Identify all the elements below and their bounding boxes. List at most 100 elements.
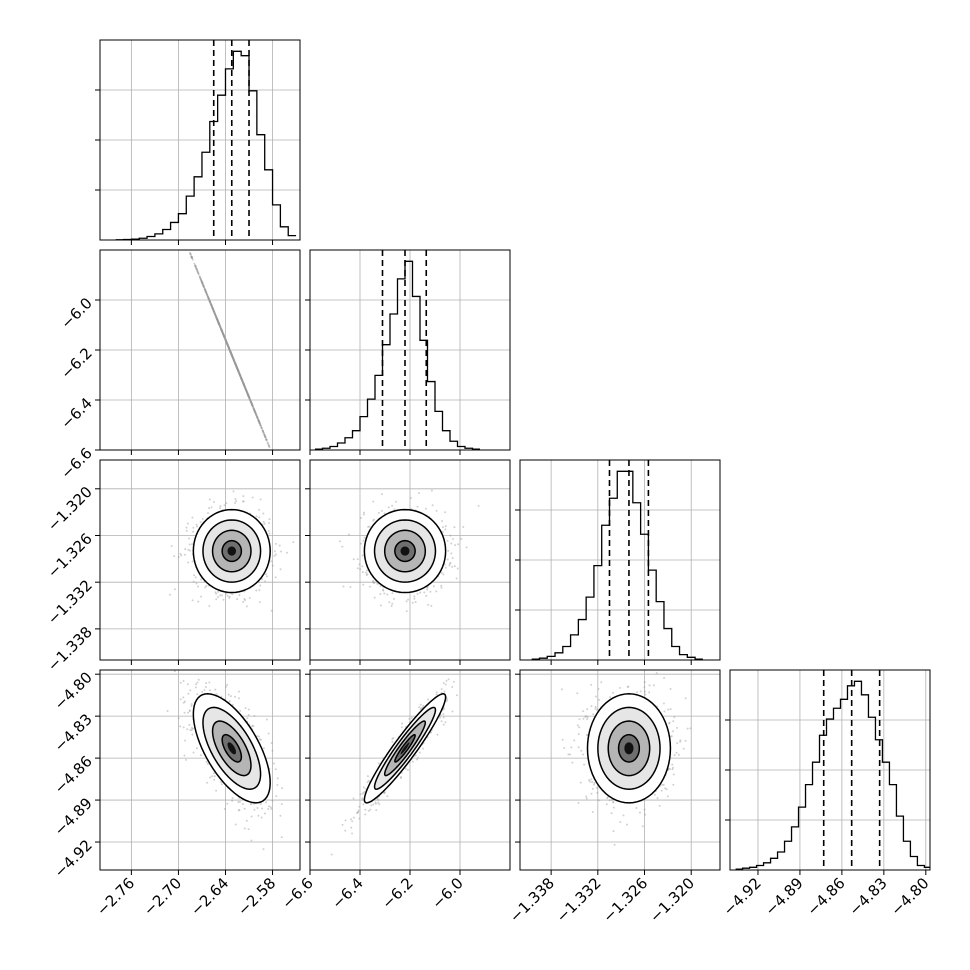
sample-point: [344, 829, 347, 832]
panel-frame: [99, 459, 301, 661]
sample-point: [242, 383, 245, 386]
sample-point: [380, 509, 383, 512]
sample-point: [250, 815, 253, 818]
sample-point: [273, 762, 276, 765]
sample-point: [205, 760, 208, 763]
sample-point: [245, 388, 248, 391]
sample-point: [249, 399, 252, 402]
sample-point: [358, 563, 361, 566]
sample-point: [383, 791, 386, 794]
sample-point: [236, 368, 239, 371]
sample-point: [258, 422, 261, 425]
sample-point: [242, 383, 245, 386]
sample-point: [442, 573, 445, 576]
sample-point: [448, 564, 451, 567]
sample-point: [194, 686, 197, 689]
sample-point: [194, 576, 197, 579]
sample-point: [207, 297, 210, 300]
sample-point: [199, 278, 202, 281]
sample-point: [234, 362, 237, 365]
sample-point: [232, 490, 235, 493]
sample-point: [242, 381, 245, 384]
sample-point: [217, 590, 220, 593]
sample-point: [238, 594, 241, 597]
sample-point: [209, 301, 212, 304]
sample-point: [370, 804, 373, 807]
sample-point: [230, 354, 233, 357]
sample-point: [220, 327, 223, 330]
sample-point: [218, 323, 221, 326]
sample-point: [206, 294, 209, 297]
sample-point: [234, 362, 237, 365]
sample-point: [248, 396, 251, 399]
sample-point: [206, 781, 209, 784]
sample-point: [586, 733, 589, 736]
sample-point: [586, 716, 589, 719]
sample-point: [215, 598, 218, 601]
sample-point: [244, 388, 247, 391]
sample-point: [388, 601, 391, 604]
sample-point: [227, 693, 230, 696]
sample-point: [359, 568, 362, 571]
sample-point: [192, 751, 195, 754]
sample-point: [226, 344, 229, 347]
sample-point: [257, 419, 260, 422]
sample-point: [242, 381, 245, 384]
sample-point: [222, 333, 225, 336]
sample-point: [247, 396, 250, 399]
sample-point: [218, 323, 221, 326]
density-panel-1-3: −6.6 −6.4 −6.2 −6.0: [278, 669, 511, 913]
sample-point: [222, 332, 225, 335]
sample-point: [190, 726, 193, 729]
sample-point: [246, 393, 249, 396]
sample-point: [219, 507, 222, 510]
sample-point: [273, 457, 275, 459]
sample-point: [386, 593, 389, 596]
sample-point: [432, 585, 435, 588]
sample-point: [217, 321, 220, 324]
sample-point: [237, 801, 240, 804]
sample-point: [217, 322, 220, 325]
sample-point: [661, 783, 664, 786]
sample-point: [213, 311, 216, 314]
sample-point: [239, 375, 242, 378]
sample-point: [231, 356, 234, 359]
sample-point: [220, 328, 223, 331]
sample-point: [190, 256, 193, 259]
sample-point: [225, 342, 228, 345]
sample-point: [173, 588, 176, 591]
sample-point: [243, 599, 246, 602]
sample-point: [242, 383, 245, 386]
sample-point: [367, 779, 370, 782]
sample-point: [255, 414, 258, 417]
sample-point: [236, 366, 239, 369]
sample-point: [173, 555, 176, 558]
sample-point: [373, 582, 376, 585]
sample-point: [610, 812, 613, 815]
sample-point: [258, 516, 261, 519]
sample-point: [411, 760, 414, 763]
sample-point: [234, 362, 237, 365]
sample-point: [248, 397, 251, 400]
sample-point: [225, 685, 228, 688]
sample-point: [261, 429, 264, 432]
sample-point: [251, 404, 254, 407]
sample-point: [259, 424, 262, 427]
sample-point: [361, 571, 364, 574]
sample-point: [215, 317, 218, 320]
sample-point: [233, 360, 236, 363]
sample-point: [204, 686, 207, 689]
sample-point: [211, 775, 214, 778]
sample-point: [248, 397, 251, 400]
sample-point: [226, 343, 229, 346]
sample-point: [244, 386, 247, 389]
sample-point: [253, 408, 256, 411]
sample-point: [225, 340, 228, 343]
sample-point: [185, 243, 187, 245]
sample-point: [273, 550, 276, 553]
sample-point: [220, 328, 223, 331]
sample-point: [231, 797, 234, 800]
sample-point: [261, 430, 264, 433]
sample-point: [352, 558, 355, 561]
sample-point: [194, 264, 197, 267]
